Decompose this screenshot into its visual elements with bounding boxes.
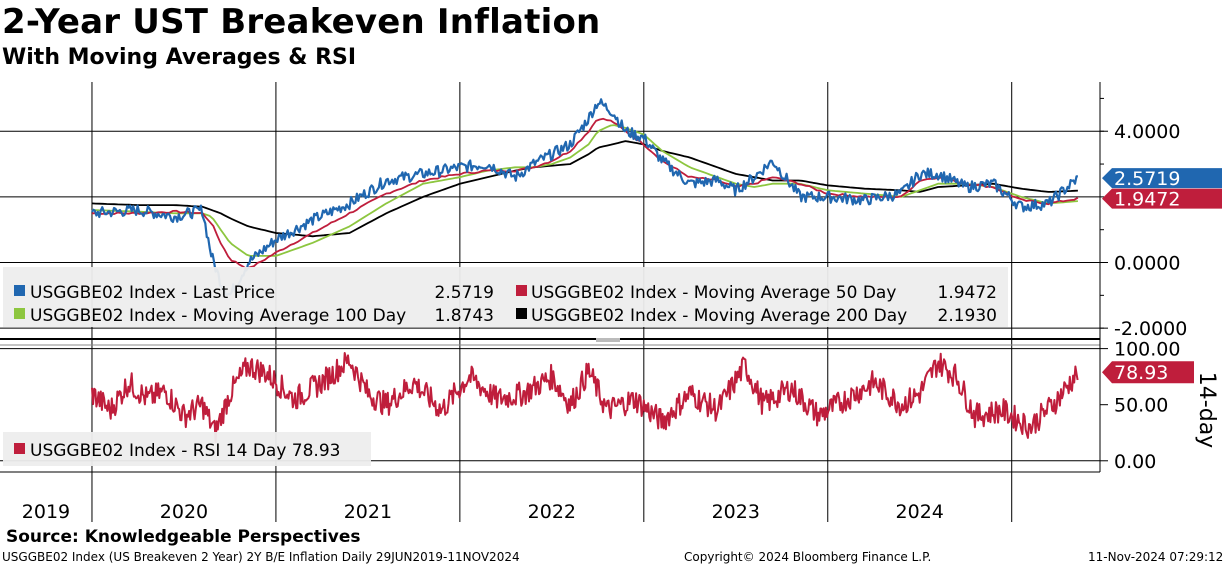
rsi-axis-label: 0.00: [1114, 451, 1156, 473]
x-axis-year-label: 2023: [712, 501, 760, 523]
legend-last-price-swatch: [14, 285, 25, 296]
footer-copyright: Copyright© 2024 Bloomberg Finance L.P.: [684, 550, 932, 564]
chart-title: 2-Year UST Breakeven Inflation: [2, 2, 601, 42]
x-axis-year-label: 2024: [896, 501, 944, 523]
x-axis-year-label: 2021: [344, 501, 392, 523]
legends: USGGBE02 Index - Last Price 2.5719 USGGBE0…: [3, 267, 1008, 466]
last-price-tag-text: 2.5719: [1114, 168, 1180, 190]
ma50-line: [91, 117, 1079, 270]
last-price-tag: [1102, 168, 1222, 189]
legend-ma100-swatch: [14, 308, 25, 319]
legend-rsi-label: USGGBE02 Index - RSI 14 Day 78.93: [30, 441, 340, 461]
legend-rsi-swatch: [14, 443, 25, 454]
x-axis-year-label: 2020: [160, 501, 208, 523]
rsi-legend-box: [3, 432, 371, 466]
legend-last-price-value: 2.5719: [435, 283, 494, 303]
rsi-axis-label: 50.00: [1114, 395, 1168, 417]
x-axis-year-label: 2019: [22, 501, 70, 523]
series-lines: [91, 98, 1079, 443]
rsi-tag: [1102, 361, 1194, 384]
last-price-line: [91, 98, 1078, 296]
legend-ma200-value: 2.1930: [938, 306, 997, 326]
footer-timestamp: 11-Nov-2024 07:29:12: [1088, 550, 1224, 564]
ma200-line: [91, 140, 1078, 238]
rsi-line: [91, 352, 1079, 443]
legend-ma200-swatch: [516, 308, 527, 319]
legend-last-price-label: USGGBE02 Index - Last Price: [30, 283, 275, 303]
gridlines: [0, 82, 1100, 522]
x-axis-year-label: 2022: [528, 501, 576, 523]
legend-ma200-label: USGGBE02 Index - Moving Average 200 Day: [531, 306, 907, 326]
price-legend-box: [3, 267, 1008, 327]
source-note: Source: Knowledgeable Perspectives: [6, 527, 361, 547]
panel-resize-handle: [596, 338, 620, 342]
ma100-line: [91, 124, 1078, 257]
rsi-axis-title: 14-day: [1194, 372, 1219, 448]
price-axis-label: 4.0000: [1114, 121, 1180, 143]
legend-ma100-value: 1.8743: [435, 306, 494, 326]
footer-ticker-info: USGGBE02 Index (US Breakeven 2 Year) 2Y …: [2, 550, 520, 564]
legend-ma100-label: USGGBE02 Index - Moving Average 100 Day: [30, 306, 406, 326]
legend-ma50-value: 1.9472: [938, 283, 997, 303]
rsi-axis-label: 100.00: [1114, 339, 1180, 361]
rsi-tag-text: 78.93: [1114, 362, 1168, 384]
panel-frames: [0, 82, 1101, 473]
chart-subtitle: With Moving Averages & RSI: [2, 45, 357, 70]
price-axis-label: 0.0000: [1114, 253, 1180, 275]
ma50-tag: [1102, 188, 1222, 209]
ma50-tag-text: 1.9472: [1114, 189, 1180, 211]
legend-ma50-swatch: [516, 285, 527, 296]
legend-ma50-label: USGGBE02 Index - Moving Average 50 Day: [531, 283, 896, 303]
price-axis-label: -2.0000: [1114, 318, 1187, 340]
